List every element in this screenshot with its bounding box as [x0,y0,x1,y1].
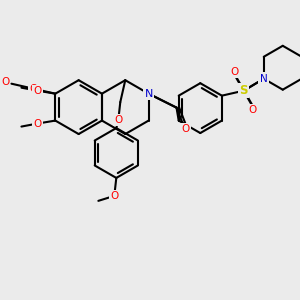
Text: O: O [110,191,118,201]
Text: O: O [182,124,190,134]
Text: O: O [114,115,122,125]
Text: N: N [260,74,268,84]
Text: O: O [29,84,38,94]
Text: O: O [249,105,257,115]
Text: N: N [260,74,268,84]
Text: O: O [33,118,41,129]
Text: S: S [240,84,248,97]
Text: N: N [144,89,153,99]
Text: O: O [231,67,239,77]
Text: O: O [1,77,10,87]
Text: O: O [33,86,41,96]
